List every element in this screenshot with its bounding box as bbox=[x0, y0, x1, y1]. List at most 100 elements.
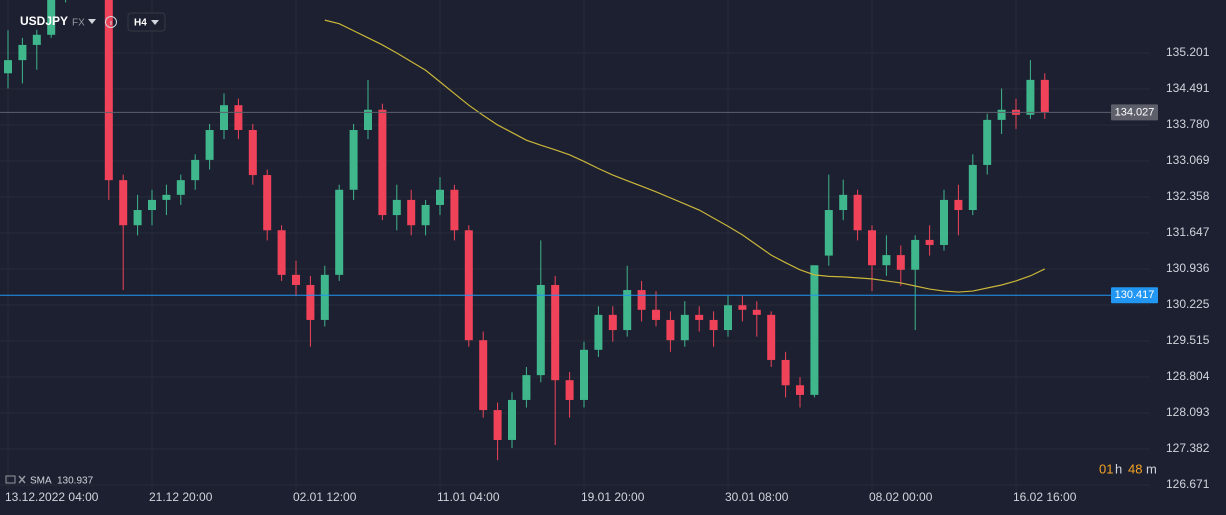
candle-body bbox=[868, 230, 876, 266]
price-label: 130.417 bbox=[1115, 289, 1155, 301]
candle-body bbox=[407, 199, 416, 226]
candle-body bbox=[839, 194, 848, 211]
candle-body bbox=[176, 180, 185, 195]
candle-body bbox=[479, 340, 488, 411]
candle-body bbox=[608, 314, 617, 331]
legend-name: SMA bbox=[30, 476, 52, 487]
candle-body bbox=[968, 164, 977, 211]
candle-body bbox=[911, 239, 920, 270]
y-tick-label: 131.647 bbox=[1166, 225, 1210, 239]
candle-body bbox=[896, 255, 905, 270]
legend-close[interactable] bbox=[18, 475, 26, 484]
y-tick-label: 135.201 bbox=[1166, 45, 1210, 59]
candle-body bbox=[364, 109, 372, 131]
candle-body bbox=[335, 189, 344, 275]
x-tick-label: 02.01 12:00 bbox=[293, 490, 357, 504]
symbol[interactable]: USDJPY bbox=[20, 14, 68, 28]
candle-body bbox=[248, 130, 257, 176]
x-tick-label: 30.01 08:00 bbox=[725, 490, 789, 504]
sma-line bbox=[324, 19, 1046, 293]
candle-body bbox=[1040, 79, 1049, 113]
candle-timer: 01 h 48 m bbox=[1099, 461, 1157, 476]
candle-body bbox=[695, 314, 704, 320]
candle-body bbox=[1026, 79, 1035, 115]
candle-body bbox=[32, 34, 41, 45]
candle-body bbox=[464, 230, 473, 341]
candle-body bbox=[724, 305, 732, 331]
timer-minutes: 48 bbox=[1128, 461, 1142, 476]
candle-body bbox=[580, 349, 588, 400]
plot bbox=[0, 0, 1150, 461]
candle-body bbox=[234, 105, 243, 131]
candle-body bbox=[652, 309, 660, 320]
x-tick-label: 08.02 00:00 bbox=[869, 490, 933, 504]
candle-body bbox=[824, 210, 833, 256]
price-label-box bbox=[1111, 287, 1158, 304]
candle-body bbox=[796, 385, 804, 395]
y-tick-label: 130.225 bbox=[1166, 297, 1210, 311]
info-icon[interactable] bbox=[105, 16, 117, 28]
candle-body bbox=[191, 159, 200, 181]
candle-body bbox=[4, 60, 12, 74]
candle-body bbox=[320, 274, 329, 320]
candle-body bbox=[436, 189, 444, 205]
candle-body bbox=[752, 309, 761, 315]
axes: 135.201 134.491 133.780 133.069 132.358 131.6… bbox=[5, 45, 1210, 504]
candle-body bbox=[637, 290, 646, 310]
candle-body bbox=[148, 199, 156, 211]
candle-body bbox=[551, 284, 560, 381]
candle-body bbox=[421, 204, 430, 226]
candle-body bbox=[119, 180, 128, 226]
candle-body bbox=[508, 399, 516, 440]
y-tick-label: 130.936 bbox=[1166, 261, 1210, 275]
candle-body bbox=[349, 130, 358, 190]
y-tick-label: 134.491 bbox=[1166, 81, 1210, 95]
dropdown-icon[interactable] bbox=[88, 19, 96, 24]
market: FX bbox=[72, 18, 85, 29]
candle-body bbox=[133, 210, 142, 226]
candle-body bbox=[853, 194, 862, 231]
x-tick-label: 13.12.2022 04:00 bbox=[5, 490, 99, 504]
timer-hours-unit: h bbox=[1115, 461, 1122, 476]
candle-body bbox=[162, 194, 171, 200]
header: USDJPY FX H4 bbox=[20, 12, 166, 32]
candle-body bbox=[493, 410, 502, 440]
candle-body bbox=[954, 199, 963, 211]
timer-hours: 01 bbox=[1099, 461, 1113, 476]
candle-body bbox=[810, 265, 819, 395]
legend-icon[interactable] bbox=[5, 475, 16, 484]
candle-body bbox=[940, 199, 948, 245]
candle-body bbox=[392, 199, 401, 216]
x-tick-label: 11.01 04:00 bbox=[437, 490, 500, 504]
candle-body bbox=[522, 375, 531, 400]
timeframe[interactable]: H4 bbox=[134, 18, 147, 29]
legend-value: 130.937 bbox=[57, 476, 94, 487]
y-tick-label: 133.780 bbox=[1166, 117, 1210, 131]
y-tick-label: 133.069 bbox=[1166, 153, 1210, 167]
candle-body bbox=[781, 359, 790, 386]
candle-body bbox=[536, 284, 545, 376]
candle-body bbox=[378, 109, 387, 216]
y-tick-label: 127.382 bbox=[1166, 441, 1210, 455]
candle-body bbox=[738, 305, 747, 310]
y-tick-label: 126.671 bbox=[1166, 477, 1210, 491]
candle-body bbox=[925, 239, 934, 245]
candle-body bbox=[277, 230, 286, 275]
indicator-legend: SMA 130.937 bbox=[5, 475, 94, 487]
candle-body bbox=[292, 274, 300, 285]
timeframe-dropdown[interactable] bbox=[151, 20, 159, 25]
candle-body bbox=[767, 314, 776, 360]
price-label-box bbox=[1111, 104, 1158, 121]
timeframe-box[interactable] bbox=[127, 12, 166, 32]
grid bbox=[0, 0, 1150, 490]
y-tick-label: 128.804 bbox=[1166, 369, 1210, 383]
candle-body bbox=[594, 314, 603, 350]
price-label: 134.027 bbox=[1115, 106, 1155, 118]
candle-body bbox=[997, 109, 1006, 120]
x-tick-label: 19.01 20:00 bbox=[581, 490, 645, 504]
timer-minutes-unit: m bbox=[1146, 461, 1157, 476]
y-tick-label: 128.093 bbox=[1166, 405, 1210, 419]
candle-body bbox=[709, 319, 718, 331]
